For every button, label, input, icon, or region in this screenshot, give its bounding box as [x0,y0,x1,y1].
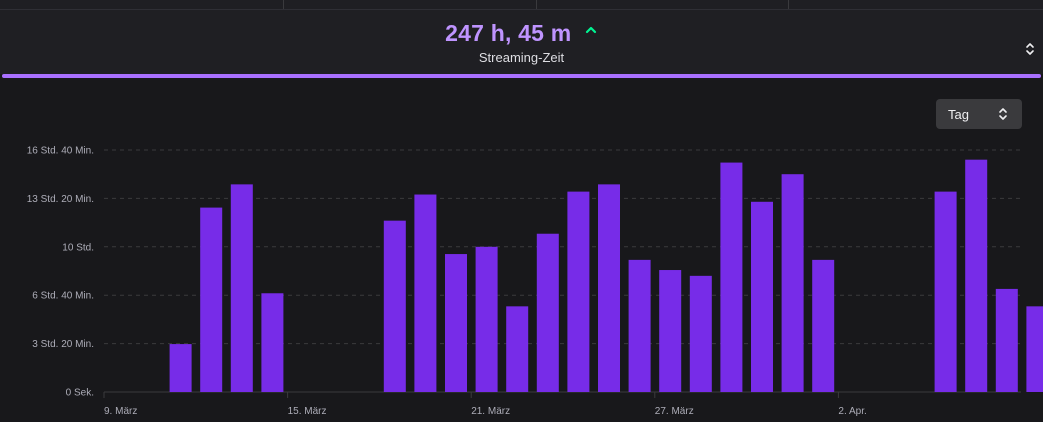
metric-value: 247 h, 45 m [445,20,572,46]
bar[interactable] [659,270,682,392]
bar[interactable] [598,184,620,392]
metric-card-streaming-time[interactable]: 247 h, 45 m Streaming-Zeit [0,10,1043,74]
bar[interactable] [1026,306,1043,392]
sort-icon[interactable] [1025,42,1035,56]
bar[interactable] [200,207,223,392]
chevron-up-down-icon [999,108,1007,120]
bar[interactable] [230,184,253,392]
granularity-select[interactable]: Tag [936,99,1022,129]
strip-divider [788,0,789,9]
top-metric-strip [0,0,1043,10]
metric-row: 247 h, 45 m [0,20,1043,47]
y-axis-labels: 0 Sek. 3 Std. 20 Min. 6 Std. 40 Min. 10 Std… [27,146,94,399]
bar[interactable] [414,194,437,392]
bar[interactable] [720,162,743,392]
strip-divider [536,0,537,9]
y-tick-label: 10 Std. [62,242,94,253]
bar[interactable] [475,246,498,392]
bar[interactable] [995,288,1018,392]
bar[interactable] [567,191,590,392]
bar[interactable] [383,220,406,392]
y-tick-label: 16 Std. 40 Min. [27,146,94,157]
bar[interactable] [169,344,192,392]
x-axis-labels: 9. März 15. März 21. März 27. März 2. Apr. [104,406,867,417]
x-tick-label: 15. März [288,406,327,417]
bar[interactable] [628,259,651,392]
selected-metric-indicator [2,74,1041,78]
bars-layer [169,159,1043,392]
bar[interactable] [536,233,559,392]
trend-up-icon [585,26,596,34]
granularity-select-label: Tag [948,107,969,122]
y-tick-label: 0 Sek. [66,388,94,399]
bar[interactable] [689,275,712,392]
metric-label: Streaming-Zeit [478,50,565,65]
bar[interactable] [751,201,773,392]
y-tick-label: 6 Std. 40 Min. [32,291,94,302]
grid-layer [103,149,1021,398]
bar[interactable] [261,293,284,392]
bar[interactable] [965,159,988,392]
x-tick-label: 21. März [471,406,510,417]
x-tick-label: 2. Apr. [838,406,866,417]
bar[interactable] [781,174,804,392]
bar[interactable] [812,259,835,392]
bar[interactable] [445,254,467,392]
bar[interactable] [934,191,957,392]
strip-divider [283,0,284,9]
bar[interactable] [506,306,529,392]
x-tick-label: 9. März [104,406,137,417]
x-tick-label: 27. März [655,406,694,417]
y-tick-label: 13 Std. 20 Min. [27,194,94,205]
y-tick-label: 3 Std. 20 Min. [32,339,94,350]
